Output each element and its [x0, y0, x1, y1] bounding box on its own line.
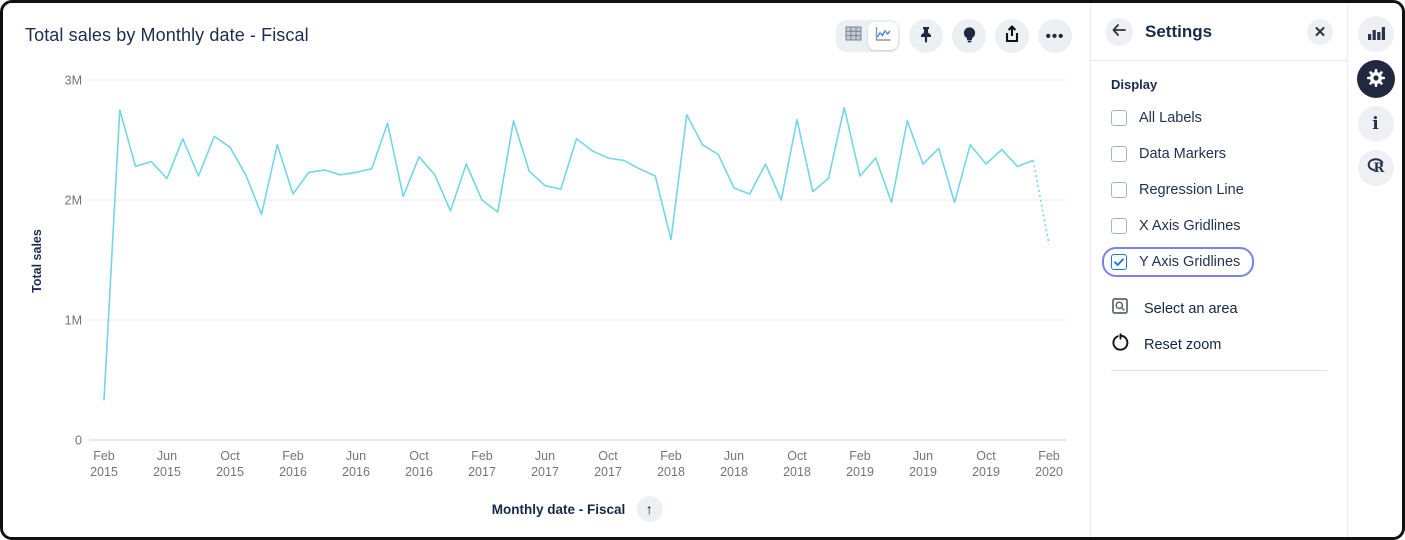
chart-toolbar: ••• — [836, 19, 1072, 53]
select-area-label: Select an area — [1144, 301, 1238, 317]
checkbox-unchecked[interactable] — [1111, 218, 1127, 234]
x-tick-label: Feb 2019 — [846, 449, 874, 479]
total-sales-line[interactable] — [103, 106, 1034, 401]
checkbox-label: Regression Line — [1139, 182, 1244, 198]
checkbox-label: All Labels — [1139, 110, 1202, 126]
x-tick-label: Oct 2015 — [216, 449, 244, 479]
x-tick-label: Oct 2018 — [783, 449, 811, 479]
display-section-title: Display — [1111, 77, 1158, 92]
checkbox-label: X Axis Gridlines — [1139, 218, 1241, 234]
select-area-button[interactable]: Select an area — [1111, 298, 1327, 320]
checkbox-label: Y Axis Gridlines — [1139, 254, 1241, 270]
x-tick-label: Jun 2015 — [153, 449, 181, 479]
settings-body: Display All Labels Data Markers Regression… — [1091, 61, 1347, 371]
panel-divider — [1111, 370, 1327, 371]
x-tick-label: Oct 2019 — [972, 449, 1000, 479]
info-icon: i — [1372, 114, 1379, 134]
back-button[interactable] — [1105, 17, 1133, 46]
arrow-up-icon: ↑ — [645, 501, 653, 517]
close-button[interactable]: ✕ — [1307, 18, 1333, 45]
settings-title: Settings — [1145, 21, 1213, 41]
x-tick-label: Feb 2020 — [1035, 449, 1063, 479]
x-tick-label: Feb 2017 — [468, 449, 496, 479]
checkbox-row-all-labels[interactable]: All Labels — [1111, 108, 1202, 128]
r-logo-rail-button[interactable]: R — [1357, 150, 1394, 186]
y-tick-label: 2M — [65, 194, 82, 208]
x-tick-label: Feb 2016 — [279, 449, 307, 479]
checkbox-row-regression-line[interactable]: Regression Line — [1111, 180, 1244, 200]
y-tick-label: 3M — [65, 74, 82, 88]
chart-view-icon — [874, 26, 892, 47]
checkbox-unchecked[interactable] — [1111, 182, 1127, 198]
total-sales-line-dashed-segment — [1032, 160, 1050, 245]
checkbox-checked[interactable] — [1111, 254, 1127, 270]
y-tick-label: 0 — [75, 434, 82, 448]
side-icon-rail: i R — [1349, 3, 1402, 537]
arrow-left-icon — [1112, 24, 1126, 39]
checkbox-row-data-markers[interactable]: Data Markers — [1111, 144, 1226, 164]
share-icon — [1003, 25, 1021, 47]
y-axis-title: Total sales — [30, 229, 44, 293]
pin-icon — [918, 26, 934, 47]
x-tick-label: Jun 2019 — [909, 449, 937, 479]
x-axis-title: Monthly date - Fiscal — [491, 501, 626, 517]
y-tick-label: 1M — [65, 314, 82, 328]
info-rail-button[interactable]: i — [1357, 106, 1394, 142]
settings-panel: Settings ✕ Display All Labels Data Marker… — [1090, 3, 1348, 537]
svg-text:R: R — [1373, 161, 1384, 175]
x-axis-title-row: Monthly date - Fiscal ↑ — [492, 496, 663, 522]
sort-direction-button[interactable]: ↑ — [636, 496, 663, 522]
chart-view-button[interactable] — [868, 22, 898, 50]
chart-title: Total sales by Monthly date - Fiscal — [25, 25, 309, 45]
close-icon: ✕ — [1313, 23, 1327, 41]
settings-rail-button[interactable] — [1356, 60, 1395, 98]
pin-button[interactable] — [909, 19, 943, 53]
table-view-icon — [845, 26, 862, 46]
x-tick-label: Jun 2017 — [531, 449, 559, 479]
chart-rail-button[interactable] — [1357, 16, 1394, 52]
reset-zoom-icon — [1111, 333, 1130, 357]
reset-zoom-button[interactable]: Reset zoom — [1111, 333, 1327, 357]
checkbox-row-y-axis-gridlines[interactable]: Y Axis Gridlines — [1102, 247, 1255, 277]
lightbulb-icon — [962, 26, 977, 47]
checkbox-unchecked[interactable] — [1111, 110, 1127, 126]
gear-icon — [1365, 67, 1387, 92]
ellipsis-button[interactable]: ••• — [1038, 19, 1072, 53]
checkbox-row-x-axis-gridlines[interactable]: X Axis Gridlines — [1111, 216, 1241, 236]
ellipsis-icon: ••• — [1045, 27, 1065, 45]
x-tick-label: Feb 2018 — [657, 449, 685, 479]
line-chart[interactable]: 3M 2M 1M 0 Feb 2015 Jun 2015 Oct 2015 Feb 2016 Jun 20… — [3, 3, 1090, 540]
reset-zoom-label: Reset zoom — [1144, 337, 1222, 353]
x-tick-label: Feb 2015 — [90, 449, 118, 479]
chart-card: Total sales by Monthly date - Fiscal — [3, 3, 1090, 537]
x-tick-label: Oct 2017 — [594, 449, 622, 479]
bar-chart-icon — [1367, 25, 1385, 44]
x-tick-label: Jun 2018 — [720, 449, 748, 479]
view-toggle — [836, 20, 900, 52]
x-tick-label: Jun 2016 — [342, 449, 370, 479]
share-button[interactable] — [995, 19, 1029, 53]
settings-header: Settings ✕ — [1091, 3, 1347, 61]
display-checkbox-list: All Labels Data Markers Regression Line X A… — [1102, 108, 1327, 290]
table-view-button[interactable] — [838, 22, 868, 50]
lightbulb-button[interactable] — [952, 19, 986, 53]
checkbox-unchecked[interactable] — [1111, 146, 1127, 162]
area-select-icon — [1111, 297, 1130, 321]
x-tick-label: Oct 2016 — [405, 449, 433, 479]
r-logo-icon: R — [1366, 158, 1386, 178]
checkbox-label: Data Markers — [1139, 146, 1227, 162]
